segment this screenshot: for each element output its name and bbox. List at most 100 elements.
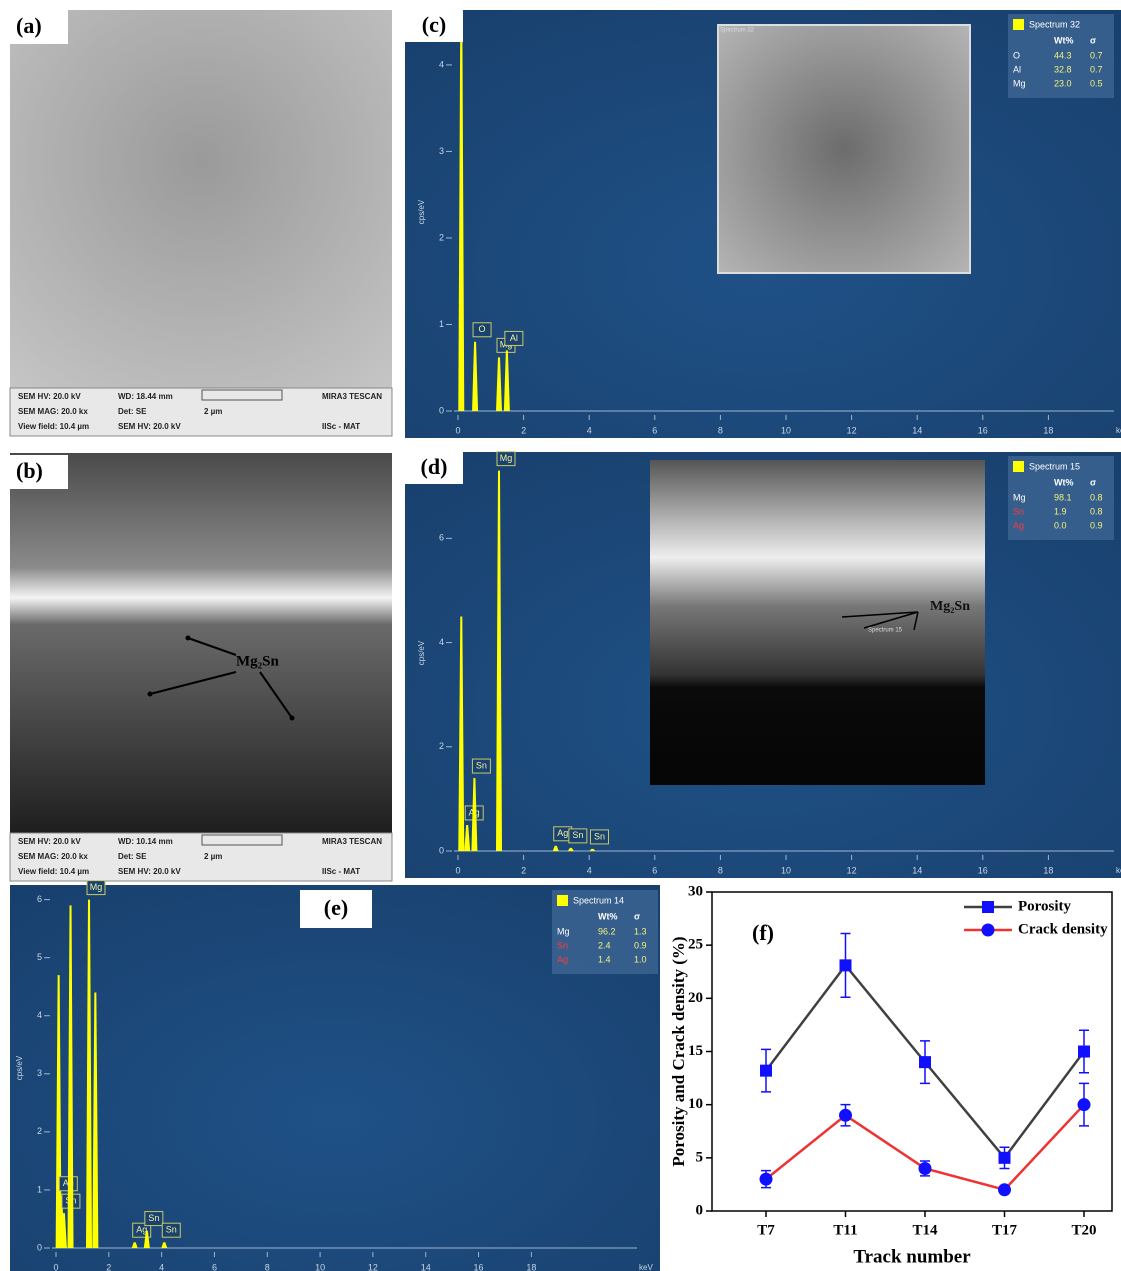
inset-label: Spectrum 32 (720, 28, 755, 34)
x-tick-label: T14 (912, 1222, 938, 1238)
y-tick-label: 5 (696, 1149, 704, 1165)
y-tick-label: 15 (688, 1043, 703, 1059)
legend-cell: 1.4 (598, 954, 611, 964)
x-tick-label: 0 (455, 425, 460, 435)
marker (839, 1109, 852, 1122)
y-tick-label: 25 (688, 937, 703, 953)
peak-label: Sn (166, 1225, 177, 1235)
x-tick-label: 10 (781, 425, 791, 435)
inset-image (718, 25, 970, 273)
legend-cell: 0.9 (634, 940, 647, 950)
info-text: SEM HV: 20.0 kV (118, 422, 181, 431)
x-tick-label: 10 (315, 1262, 325, 1271)
info-text: Det: SE (118, 852, 147, 861)
legend-cell: 1.9 (1054, 506, 1067, 516)
info-text: 2 µm (204, 407, 222, 416)
legend-cell: Sn (557, 940, 568, 950)
info-text: Det: SE (118, 407, 147, 416)
legend-title: Spectrum 15 (1029, 461, 1080, 471)
x-axis-label: Track number (853, 1246, 971, 1267)
y-tick-label: 0 (37, 1242, 42, 1252)
y-tick-label: 2 (439, 232, 444, 242)
legend-header: Wt% (598, 911, 618, 921)
y-tick-label: 5 (37, 952, 42, 962)
x-tick-label: T17 (992, 1222, 1018, 1238)
arrow-head (290, 716, 295, 721)
x-tick-label: 18 (1043, 425, 1053, 435)
peak-label: Al (510, 333, 518, 343)
arrow-head (186, 636, 191, 641)
peak-label: Mg (500, 453, 513, 463)
info-text: WD: 10.14 mm (118, 837, 173, 846)
panel-label: (b) (16, 458, 43, 483)
y-tick-label: 30 (688, 883, 703, 899)
x-tick-label: 8 (265, 1262, 270, 1271)
info-text: SEM MAG: 20.0 kx (18, 852, 88, 861)
legend-cell: 96.2 (598, 926, 616, 936)
legend-cell: Mg (1013, 492, 1026, 502)
legend-cell: Ag (1013, 520, 1024, 530)
legend-header: Wt% (1054, 35, 1074, 45)
legend-swatch (1013, 461, 1024, 472)
y-tick-label: 2 (37, 1126, 42, 1136)
x-tick-label: 6 (652, 425, 657, 435)
x-tick-label: 2 (106, 1262, 111, 1271)
y-axis-label: cps/eV (417, 199, 426, 224)
y-tick-label: 4 (439, 637, 444, 647)
x-tick-label: 10 (781, 865, 791, 875)
peak-label: Sn (572, 830, 583, 840)
arrow-head (148, 692, 153, 697)
y-tick-label: 1 (37, 1184, 42, 1194)
legend-cell: 0.9 (1090, 520, 1103, 530)
y-tick-label: 3 (37, 1068, 42, 1078)
x-axis-label: keV (1116, 866, 1121, 875)
legend-title: Spectrum 32 (1029, 19, 1080, 29)
info-text: SEM HV: 20.0 kV (118, 867, 181, 876)
legend-cell: Sn (1013, 506, 1024, 516)
y-tick-label: 3 (439, 146, 444, 156)
info-text: View field: 10.4 µm (18, 867, 89, 876)
marker (919, 1162, 932, 1175)
marker (999, 1152, 1011, 1164)
legend-header: σ (634, 911, 640, 921)
legend-cell: O (1013, 50, 1020, 60)
y-tick-label: 4 (37, 1010, 42, 1020)
legend-header: σ (1090, 477, 1096, 487)
inset-label: Spectrum 15 (868, 628, 903, 634)
series-line (766, 1105, 1084, 1190)
x-axis-label: keV (639, 1263, 653, 1271)
x-tick-label: 4 (159, 1262, 164, 1271)
marker (760, 1065, 772, 1077)
x-tick-label: 6 (652, 865, 657, 875)
marker (1078, 1046, 1090, 1058)
x-tick-label: T7 (757, 1222, 775, 1238)
legend-cell: 0.7 (1090, 64, 1103, 74)
info-text: 2 µm (204, 852, 222, 861)
panel-label: (d) (421, 454, 448, 479)
legend-cell: 23.0 (1054, 78, 1072, 88)
y-axis-label: cps/eV (15, 1055, 24, 1080)
peak-label: Ag (557, 828, 568, 838)
y-tick-label: 0 (696, 1202, 704, 1218)
legend-swatch (1013, 19, 1024, 30)
y-axis-label: cps/eV (417, 640, 426, 665)
legend-cell: 2.4 (598, 940, 611, 950)
legend-cell: 44.3 (1054, 50, 1072, 60)
legend-swatch (557, 895, 568, 906)
y-tick-label: 0 (439, 845, 444, 855)
peak-label: Sn (594, 831, 605, 841)
x-tick-label: 16 (474, 1262, 484, 1271)
peak-label: Sn (476, 760, 487, 770)
y-tick-label: 2 (439, 741, 444, 751)
legend-cell: 0.8 (1090, 492, 1103, 502)
x-tick-label: 14 (421, 1262, 431, 1271)
marker (760, 1173, 773, 1186)
annotation: Mg₂Sn (930, 599, 970, 614)
x-tick-label: 16 (978, 425, 988, 435)
y-tick-label: 1 (439, 319, 444, 329)
x-axis-label: keV (1116, 426, 1121, 435)
legend-cell: 0.0 (1054, 520, 1067, 530)
info-text: WD: 18.44 mm (118, 392, 173, 401)
peak-label: Mg (90, 882, 103, 892)
legend-cell: Al (1013, 64, 1021, 74)
